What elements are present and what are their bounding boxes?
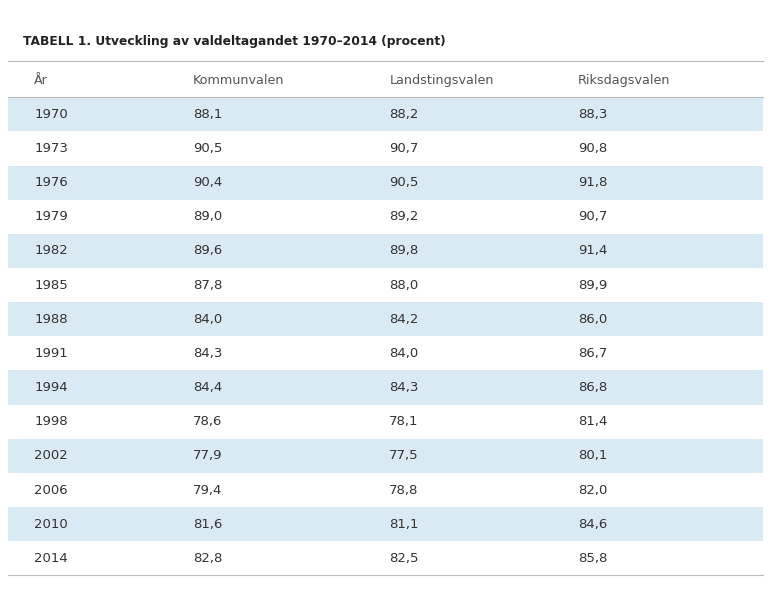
Text: 78,6: 78,6: [193, 415, 222, 428]
Text: 86,8: 86,8: [578, 381, 608, 394]
Text: 88,0: 88,0: [389, 279, 419, 292]
Text: 89,0: 89,0: [193, 210, 222, 223]
Bar: [8, 473, 763, 507]
Text: 86,7: 86,7: [578, 347, 608, 360]
Text: 84,4: 84,4: [193, 381, 222, 394]
Text: 81,4: 81,4: [578, 415, 608, 428]
Bar: [8, 97, 763, 131]
Text: 1970: 1970: [34, 108, 68, 121]
Text: 89,8: 89,8: [389, 244, 419, 257]
Text: 84,3: 84,3: [193, 347, 222, 360]
Text: 84,0: 84,0: [193, 313, 222, 326]
Text: 80,1: 80,1: [578, 449, 608, 462]
Text: 2010: 2010: [34, 518, 68, 531]
Bar: [8, 405, 763, 439]
Text: 82,5: 82,5: [389, 552, 419, 565]
Text: 86,0: 86,0: [578, 313, 608, 326]
Text: 84,0: 84,0: [389, 347, 419, 360]
Text: 90,7: 90,7: [389, 142, 419, 155]
Text: 88,3: 88,3: [578, 108, 608, 121]
Bar: [8, 166, 763, 200]
Bar: [8, 541, 763, 575]
Bar: [8, 268, 763, 302]
Bar: [8, 21, 763, 61]
Bar: [8, 370, 763, 405]
Text: 90,8: 90,8: [578, 142, 608, 155]
Bar: [8, 61, 763, 97]
Bar: [8, 507, 763, 541]
Text: 2014: 2014: [34, 552, 68, 565]
Text: 1982: 1982: [34, 244, 68, 257]
Text: 90,7: 90,7: [578, 210, 608, 223]
Text: 89,6: 89,6: [193, 244, 222, 257]
Text: År: År: [34, 74, 48, 87]
Text: 85,8: 85,8: [578, 552, 608, 565]
Text: Kommunvalen: Kommunvalen: [193, 74, 284, 87]
Text: 2002: 2002: [34, 449, 68, 462]
Text: 82,8: 82,8: [193, 552, 222, 565]
Text: 88,1: 88,1: [193, 108, 222, 121]
Text: 78,8: 78,8: [389, 484, 419, 497]
Bar: [8, 234, 763, 268]
Bar: [8, 131, 763, 166]
Bar: [8, 302, 763, 336]
Text: 84,6: 84,6: [578, 518, 608, 531]
Text: 1991: 1991: [34, 347, 68, 360]
Text: 1973: 1973: [34, 142, 68, 155]
Text: 82,0: 82,0: [578, 484, 608, 497]
Text: 91,4: 91,4: [578, 244, 608, 257]
Text: Riksdagsvalen: Riksdagsvalen: [578, 74, 671, 87]
Text: 81,6: 81,6: [193, 518, 222, 531]
Text: TABELL 1. Utveckling av valdeltagandet 1970–2014 (procent): TABELL 1. Utveckling av valdeltagandet 1…: [23, 35, 446, 48]
Text: 1988: 1988: [34, 313, 68, 326]
Text: 90,5: 90,5: [389, 176, 419, 189]
Bar: [8, 200, 763, 234]
Text: 87,8: 87,8: [193, 279, 222, 292]
Text: 84,3: 84,3: [389, 381, 419, 394]
Text: 1994: 1994: [34, 381, 68, 394]
Text: 77,9: 77,9: [193, 449, 222, 462]
Text: 91,8: 91,8: [578, 176, 608, 189]
Text: 88,2: 88,2: [389, 108, 419, 121]
Text: 1998: 1998: [34, 415, 68, 428]
Text: 78,1: 78,1: [389, 415, 419, 428]
Text: 1979: 1979: [34, 210, 68, 223]
Text: 90,4: 90,4: [193, 176, 222, 189]
Bar: [8, 336, 763, 370]
Text: 89,9: 89,9: [578, 279, 608, 292]
Text: 90,5: 90,5: [193, 142, 222, 155]
Text: 2006: 2006: [34, 484, 68, 497]
Text: Landstingsvalen: Landstingsvalen: [389, 74, 493, 87]
Text: 89,2: 89,2: [389, 210, 419, 223]
Text: 79,4: 79,4: [193, 484, 222, 497]
Text: 84,2: 84,2: [389, 313, 419, 326]
Text: 1985: 1985: [34, 279, 68, 292]
Text: 81,1: 81,1: [389, 518, 419, 531]
Text: 77,5: 77,5: [389, 449, 419, 462]
Bar: [8, 439, 763, 473]
Text: 1976: 1976: [34, 176, 68, 189]
